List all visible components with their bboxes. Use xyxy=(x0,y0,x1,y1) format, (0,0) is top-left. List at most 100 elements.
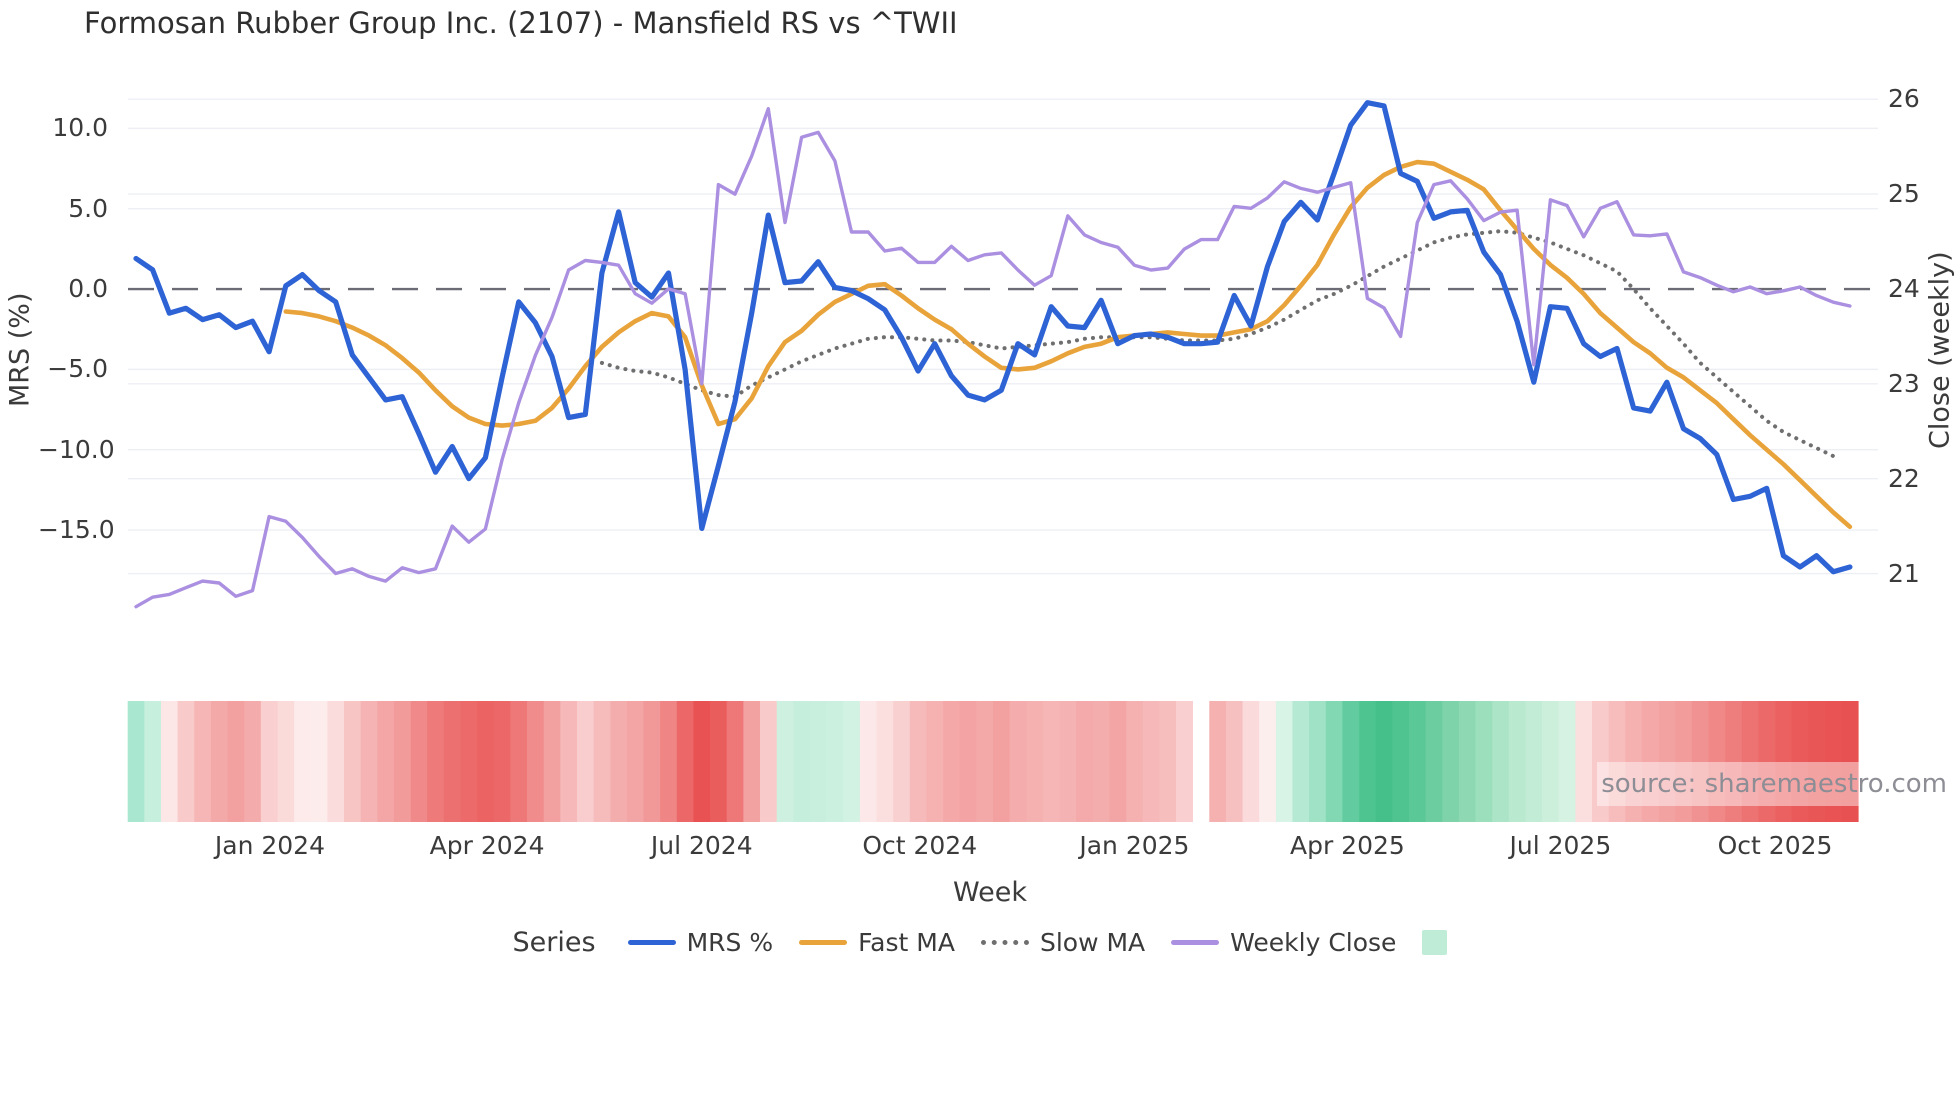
right-axis-tick: 26 xyxy=(1888,84,1920,114)
x-axis-tick: Jul 2025 xyxy=(1509,831,1612,860)
left-axis-tick: −15.0 xyxy=(38,515,115,545)
heatmap-cell xyxy=(843,701,861,822)
x-axis-tick: Jul 2024 xyxy=(650,831,753,860)
heatmap-cell xyxy=(610,701,628,822)
legend-item-heatmap xyxy=(1422,929,1448,955)
legend-item-weekly-close: Weekly Close xyxy=(1171,928,1396,957)
chart-title: Formosan Rubber Group Inc. (2107) - Mans… xyxy=(84,6,958,40)
heatmap-cell xyxy=(660,701,678,822)
heatmap-cell xyxy=(976,701,994,822)
left-axis-tick: 5.0 xyxy=(68,193,108,223)
heatmap-cell xyxy=(294,701,312,822)
left-axis-tick: 10.0 xyxy=(52,113,108,143)
heatmap-cell xyxy=(1009,701,1027,822)
heatmap-cell xyxy=(393,701,411,822)
heatmap-cell xyxy=(210,701,228,822)
heatmap-cell xyxy=(1325,701,1343,822)
heatmap-cell xyxy=(1725,701,1743,822)
heatmap-cell xyxy=(161,701,178,822)
legend-item-mrs-: MRS % xyxy=(627,928,773,957)
heatmap-cell xyxy=(1525,701,1543,822)
heatmap-cell xyxy=(676,701,694,822)
heatmap-cell xyxy=(327,701,345,822)
line-swatch-icon xyxy=(627,939,676,945)
heatmap-cell xyxy=(793,701,811,822)
legend-item-label: Slow MA xyxy=(1039,927,1146,957)
heatmap-cell xyxy=(1126,701,1144,822)
heatmap-cell xyxy=(893,701,911,822)
legend-item-fast-ma: Fast MA xyxy=(799,928,955,957)
x-axis-tick: Jan 2025 xyxy=(1079,831,1190,860)
series-mrs- xyxy=(133,100,1853,575)
heatmap-cell xyxy=(1375,701,1393,822)
heatmap-swatch-icon xyxy=(1422,929,1448,955)
heatmap-cell xyxy=(693,701,711,822)
heatmap-cell xyxy=(1142,701,1160,822)
heatmap-cell xyxy=(477,701,495,822)
heatmap-cell xyxy=(1825,701,1842,822)
heatmap-cell xyxy=(1259,701,1277,822)
heatmap-cell xyxy=(360,701,378,822)
heatmap-cell xyxy=(726,701,744,822)
heatmap-cell xyxy=(1209,701,1227,822)
heatmap-cell xyxy=(1708,701,1726,822)
heatmap-cell xyxy=(926,701,944,822)
line-swatch-icon xyxy=(1171,939,1220,945)
right-axis-tick: 21 xyxy=(1888,558,1920,588)
heatmap-cell xyxy=(710,701,728,822)
heatmap-cell xyxy=(1492,701,1510,822)
heatmap-cell xyxy=(1076,701,1094,822)
heatmap-cell xyxy=(959,701,977,822)
heatmap-cell xyxy=(1475,701,1493,822)
watermark-text: source: sharemaestro.com xyxy=(1601,769,1947,799)
heatmap-cell xyxy=(493,701,511,822)
heatmap-cell xyxy=(909,701,927,822)
heatmap-cell xyxy=(1242,701,1260,822)
heatmap-cell xyxy=(410,701,428,822)
heatmap-cell xyxy=(1841,701,1859,822)
heatmap-cell xyxy=(1458,701,1476,822)
heatmap-cell xyxy=(1359,701,1377,822)
heatmap-cell xyxy=(593,701,611,822)
right-axis-tick: 24 xyxy=(1888,273,1920,303)
heatmap-cell xyxy=(1159,701,1177,822)
heatmap-cell xyxy=(1558,701,1576,822)
x-axis-tick: Apr 2024 xyxy=(429,831,545,860)
heatmap-cell xyxy=(1592,701,1609,822)
right-axis-tick: 25 xyxy=(1888,179,1920,209)
heatmap-cell xyxy=(1542,701,1560,822)
heatmap-cell xyxy=(427,701,445,822)
heatmap-cell xyxy=(1675,701,1693,822)
heatmap-cell xyxy=(1758,701,1776,822)
heatmap-cell xyxy=(859,701,877,822)
heatmap-cell xyxy=(1409,701,1426,822)
heatmap-cell xyxy=(1059,701,1077,822)
right-axis-tick: 23 xyxy=(1888,368,1920,398)
legend-item-slow-ma: Slow MA xyxy=(980,927,1146,957)
heatmap-cell xyxy=(1309,701,1327,822)
heatmap-cell xyxy=(876,701,894,822)
legend-item-label: Fast MA xyxy=(858,927,955,957)
heatmap-cell xyxy=(1442,701,1460,822)
line-swatch-icon xyxy=(799,939,848,945)
watermark: source: sharemaestro.com xyxy=(1597,762,1947,806)
left-axis-title: MRS (%) xyxy=(4,292,36,408)
heatmap-cell xyxy=(1691,701,1709,822)
heatmap-cell xyxy=(127,701,145,822)
x-axis-title: Week xyxy=(953,877,1027,908)
right-axis-title: Close (weekly) xyxy=(1924,251,1956,449)
right-axis-tick: 22 xyxy=(1888,463,1920,493)
legend-title: Series xyxy=(512,926,596,958)
heatmap-cell xyxy=(377,701,395,822)
heatmap-cell xyxy=(1508,701,1526,822)
heatmap-cell xyxy=(1092,701,1110,822)
x-axis-tick: Oct 2025 xyxy=(1717,831,1833,860)
heatmap-cell xyxy=(1775,701,1793,822)
heatmap-cell xyxy=(1275,701,1293,822)
heatmap-cell xyxy=(809,701,827,822)
heatmap-cell xyxy=(177,701,195,822)
heatmap-cell xyxy=(510,701,528,822)
heatmap-cell xyxy=(776,701,794,822)
heatmap-cell xyxy=(543,701,561,822)
series-slow-ma xyxy=(599,229,1836,459)
